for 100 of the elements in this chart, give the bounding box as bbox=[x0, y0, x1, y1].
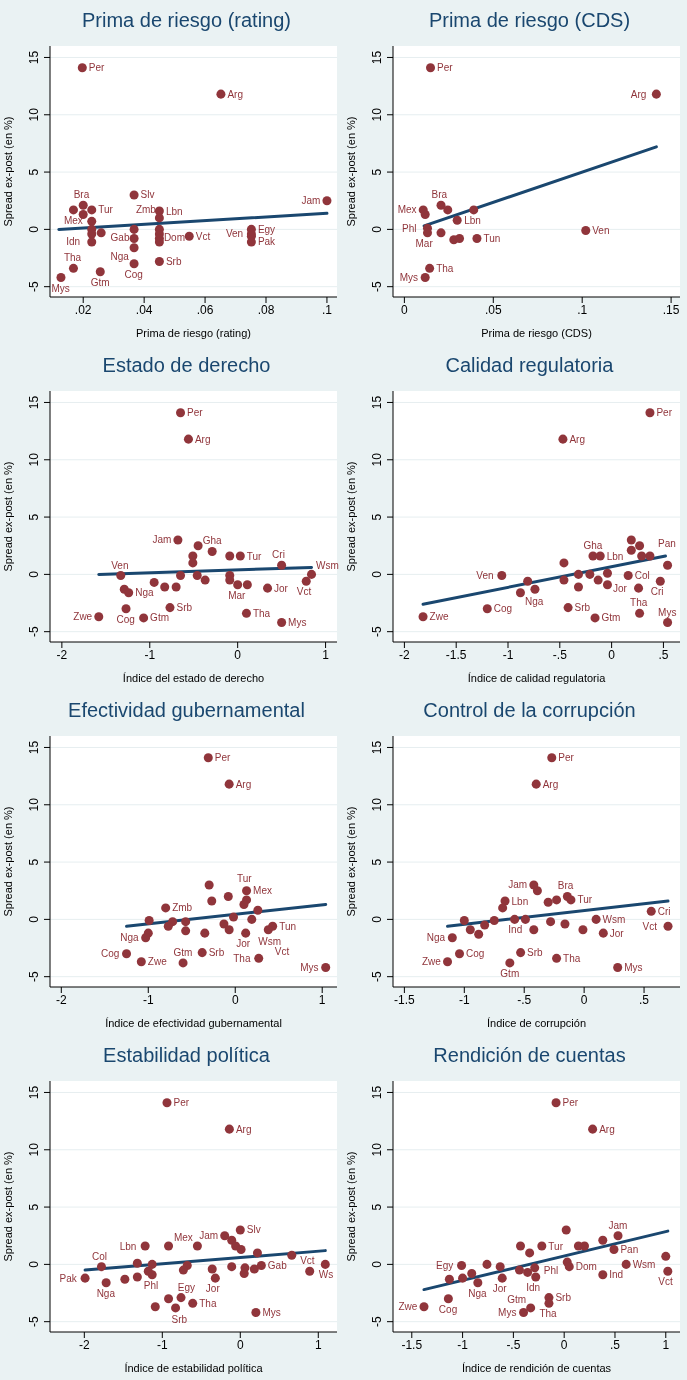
point bbox=[472, 234, 482, 244]
point bbox=[68, 263, 78, 273]
y-tick-label: 10 bbox=[27, 797, 41, 812]
point bbox=[207, 896, 217, 906]
point bbox=[663, 618, 673, 628]
y-axis-title: Spread ex-post (en %) bbox=[1, 806, 14, 917]
point bbox=[120, 1274, 130, 1284]
x-tick-label: -1 bbox=[457, 1337, 469, 1352]
point bbox=[149, 577, 159, 587]
data-label: Per bbox=[656, 407, 673, 419]
point bbox=[663, 560, 673, 570]
point bbox=[173, 535, 183, 545]
x-tick-label: -2 bbox=[55, 992, 67, 1007]
data-label: Mex bbox=[173, 1232, 193, 1244]
point bbox=[241, 608, 251, 618]
point bbox=[510, 914, 520, 924]
data-label: Cog bbox=[493, 603, 513, 615]
y-tick-label: 0 bbox=[370, 225, 384, 233]
point bbox=[200, 575, 210, 585]
data-label: Tun bbox=[279, 920, 297, 932]
point bbox=[122, 949, 132, 959]
point bbox=[121, 604, 131, 614]
point bbox=[418, 612, 428, 622]
point bbox=[241, 928, 251, 938]
data-label: Vct bbox=[300, 1255, 315, 1267]
point bbox=[124, 588, 134, 598]
y-tick-label: 10 bbox=[27, 107, 41, 122]
y-axis-title: Spread ex-post (en %) bbox=[344, 1151, 357, 1262]
x-tick-label: 0 bbox=[560, 1337, 568, 1352]
point bbox=[239, 899, 249, 909]
point bbox=[529, 925, 539, 935]
point bbox=[242, 580, 252, 590]
point bbox=[590, 613, 600, 623]
point bbox=[287, 1250, 297, 1260]
point bbox=[482, 1259, 492, 1269]
point bbox=[443, 205, 453, 215]
data-label: Bra bbox=[557, 880, 574, 892]
point bbox=[164, 1241, 174, 1251]
y-tick-label: 5 bbox=[370, 168, 384, 176]
point bbox=[228, 912, 239, 922]
point bbox=[469, 205, 479, 215]
data-label: Srb bbox=[171, 1313, 188, 1325]
data-label: Col bbox=[91, 1250, 107, 1262]
point bbox=[482, 604, 492, 614]
point bbox=[573, 582, 583, 592]
point bbox=[447, 933, 457, 943]
point bbox=[176, 571, 186, 581]
point bbox=[598, 1270, 608, 1280]
x-tick-label: .1 bbox=[321, 302, 333, 317]
data-label: Arg bbox=[227, 88, 243, 100]
point bbox=[532, 886, 542, 896]
point bbox=[598, 928, 608, 938]
point bbox=[436, 200, 446, 210]
y-tick-label: 10 bbox=[370, 452, 384, 467]
point bbox=[559, 575, 569, 585]
point bbox=[444, 1274, 454, 1284]
data-label: Slv bbox=[246, 1224, 261, 1236]
y-tick-label: 15 bbox=[370, 50, 384, 65]
point bbox=[425, 263, 435, 273]
point bbox=[523, 576, 533, 586]
data-label: Mex bbox=[253, 885, 272, 897]
point bbox=[139, 613, 149, 623]
point bbox=[321, 963, 331, 973]
x-tick-label: .04 bbox=[135, 302, 153, 317]
point bbox=[176, 408, 186, 418]
point bbox=[165, 603, 175, 613]
point bbox=[531, 779, 541, 789]
point bbox=[154, 213, 164, 223]
data-label: Tha bbox=[436, 262, 454, 274]
x-axis-title: Índice de calidad regulatoria bbox=[467, 672, 607, 684]
point bbox=[537, 1241, 547, 1251]
x-tick-label: .02 bbox=[74, 302, 92, 317]
point bbox=[160, 582, 170, 592]
point bbox=[467, 1269, 477, 1279]
data-label: Phl bbox=[143, 1279, 159, 1291]
data-label: Jor bbox=[236, 938, 251, 950]
data-label: Cog bbox=[124, 268, 143, 280]
point bbox=[87, 237, 97, 247]
x-tick-label: 0 bbox=[236, 1337, 244, 1352]
data-label: Mex bbox=[397, 204, 417, 216]
y-tick-label: 10 bbox=[27, 452, 41, 467]
x-axis-title: Índice de estabilidad política bbox=[124, 1362, 264, 1374]
data-label: Arg bbox=[542, 778, 559, 790]
data-label: Jam bbox=[301, 195, 321, 207]
data-label: Tur bbox=[548, 1240, 564, 1252]
point bbox=[573, 569, 583, 579]
x-tick-label: .05 bbox=[484, 302, 502, 317]
point bbox=[277, 560, 287, 570]
y-tick-label: 10 bbox=[370, 107, 384, 122]
data-label: Phl bbox=[402, 222, 417, 234]
y-axis-title: Spread ex-post (en %) bbox=[344, 461, 357, 572]
data-label: Cog bbox=[438, 1303, 458, 1315]
y-tick-label: -5 bbox=[27, 626, 41, 638]
data-label: Arg bbox=[599, 1123, 615, 1135]
data-label: Arg bbox=[235, 1123, 252, 1135]
x-tick-label: 1 bbox=[318, 992, 326, 1007]
x-tick-label: 0 bbox=[401, 302, 409, 317]
y-tick-label: 0 bbox=[27, 225, 41, 233]
y-tick-label: 0 bbox=[370, 915, 384, 923]
point bbox=[563, 603, 573, 613]
